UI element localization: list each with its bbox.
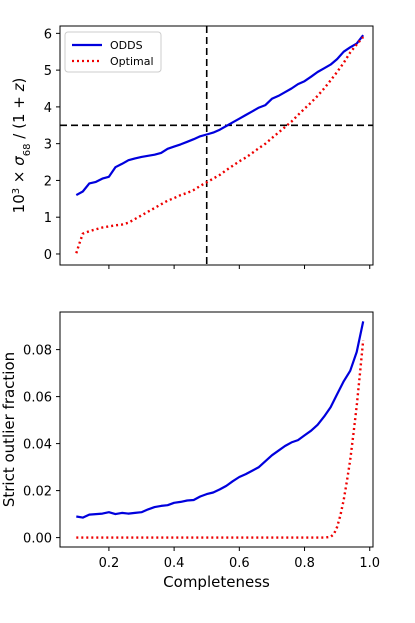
y-axis-label-part: × xyxy=(10,166,28,188)
x-tick-label: 0.4 xyxy=(164,556,185,571)
series-line-odds xyxy=(75,34,365,197)
y-tick-label: 2 xyxy=(44,174,52,189)
legend-label-odds: ODDS xyxy=(110,39,143,52)
y-tick-label: 0.08 xyxy=(23,344,52,359)
y-tick-label: 0.04 xyxy=(23,438,52,453)
y-tick-label: 6 xyxy=(44,27,52,42)
legend-label-optimal: Optimal xyxy=(110,55,154,68)
series-line-optimal xyxy=(76,340,365,539)
y-tick-label: 0.06 xyxy=(23,391,52,406)
y-axis-label-part: 10 xyxy=(10,194,28,213)
y-tick-label: 0.02 xyxy=(23,485,52,500)
y-tick-label: 1 xyxy=(44,211,52,226)
y-tick-label: 0.00 xyxy=(23,532,52,547)
y-tick-label: 4 xyxy=(44,101,52,116)
axes-frame xyxy=(59,25,374,266)
y-tick-label: 0 xyxy=(44,248,52,263)
y-axis-label-part: 68 xyxy=(22,144,33,157)
y-axis-label: Strict outlier fraction xyxy=(0,352,18,507)
axes-frame xyxy=(59,311,374,548)
y-tick-label: 3 xyxy=(44,138,52,153)
x-tick-label: 1.0 xyxy=(359,556,380,571)
y-axis-label: 103 × σ68 / (1 + z) xyxy=(10,78,33,214)
y-axis-label-part: 3 xyxy=(11,188,22,194)
y-tick-label: 5 xyxy=(44,64,52,79)
x-axis-label: Completeness xyxy=(163,573,270,591)
y-axis-label-part: σ xyxy=(10,156,28,166)
y-axis-label-part: ) xyxy=(10,78,28,84)
legend: ODDS Optimal xyxy=(64,31,162,73)
x-tick-label: 0.2 xyxy=(99,556,120,571)
y-axis-label-part: / (1 + xyxy=(10,91,28,143)
y-axis-label-part: z xyxy=(10,82,28,92)
x-tick-label: 0.8 xyxy=(294,556,315,571)
bottom-panel: 0.00 0.02 0.04 0.06 0.08 0.2 0.4 0.6 0.8 1.0 Compl… xyxy=(0,311,380,591)
x-tick-label: 0.6 xyxy=(229,556,250,571)
series-line-odds xyxy=(76,321,365,519)
